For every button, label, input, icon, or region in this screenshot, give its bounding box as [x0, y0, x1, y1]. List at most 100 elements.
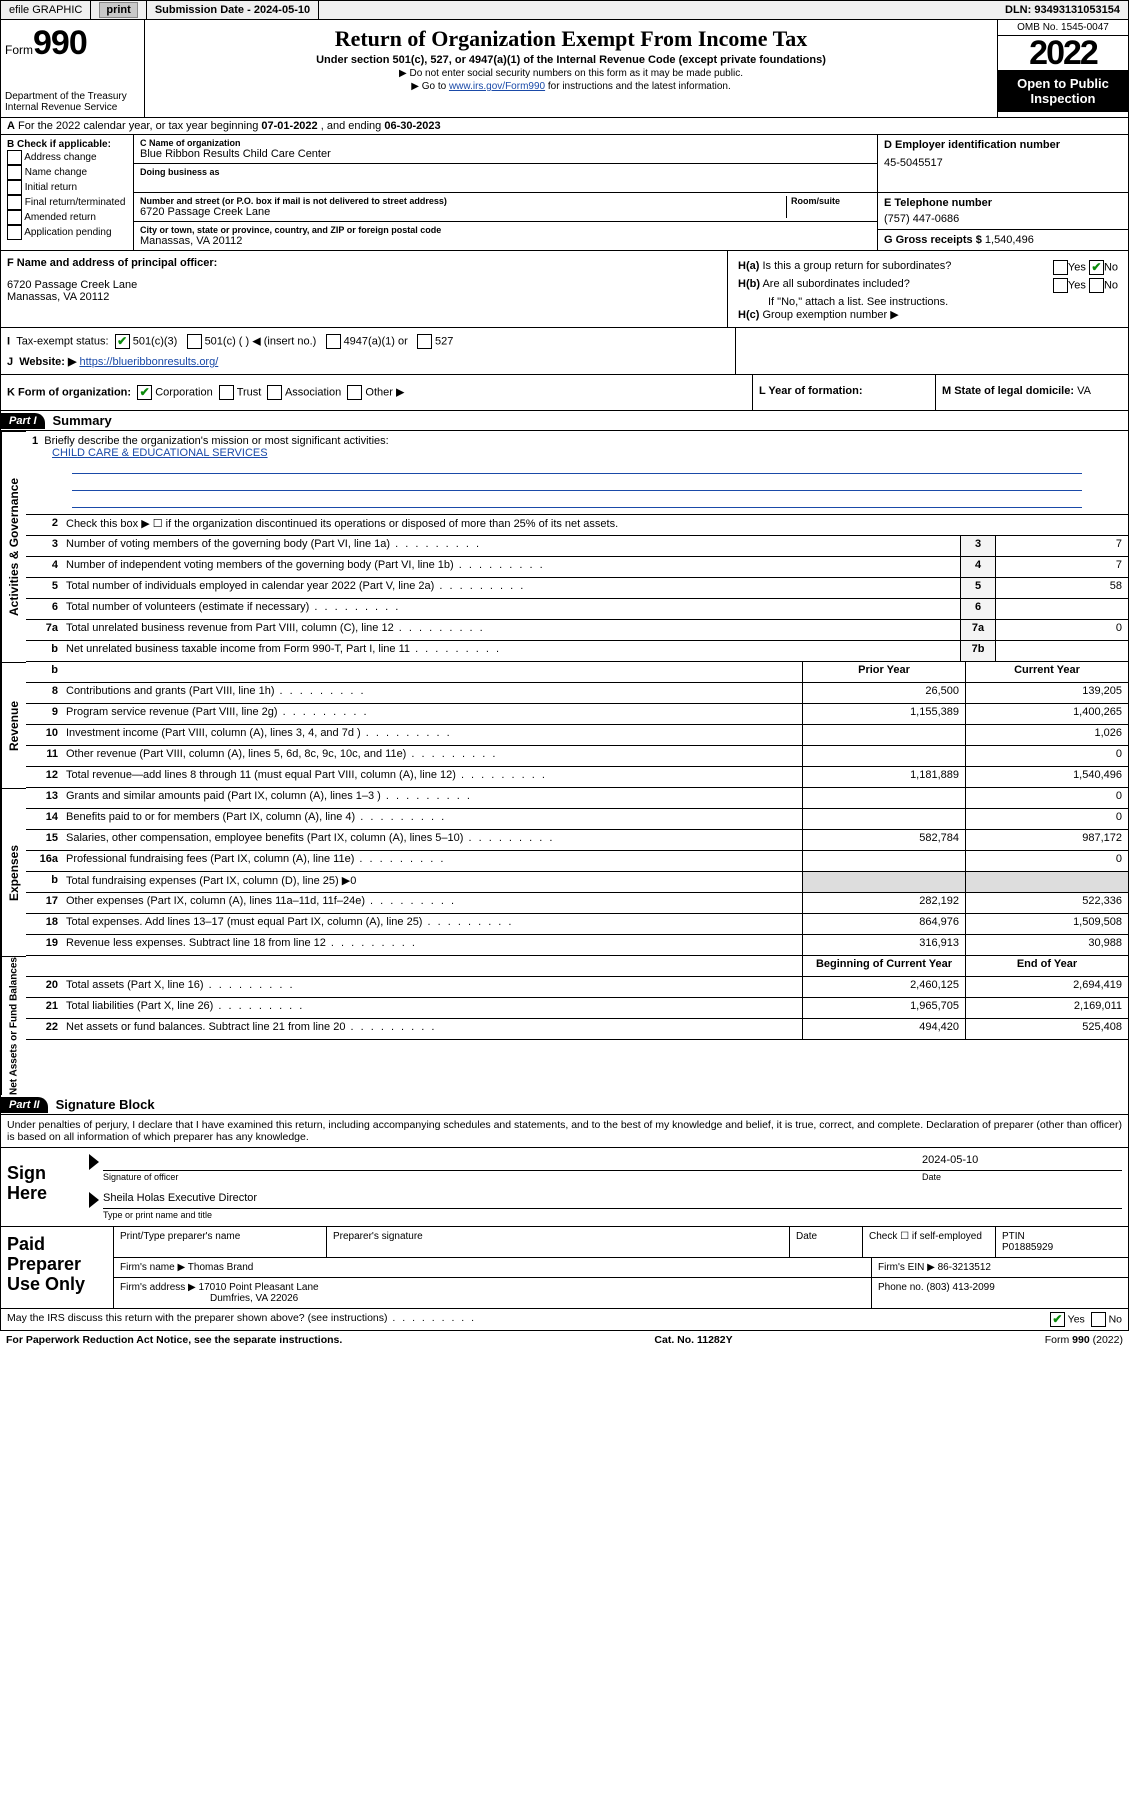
city-label: City or town, state or province, country… [140, 225, 871, 235]
part2-badge: Part II [1, 1097, 48, 1113]
header-left: Form990 Department of the Treasury Inter… [1, 20, 145, 117]
addr-label: Number and street (or P.O. box if mail i… [140, 196, 786, 206]
row-fh: F Name and address of principal officer:… [0, 251, 1129, 328]
table-row: 16aProfessional fundraising fees (Part I… [26, 851, 1128, 872]
section-de: D Employer identification number 45-5045… [877, 135, 1128, 250]
table-row: 10Investment income (Part VIII, column (… [26, 725, 1128, 746]
table-row: 17Other expenses (Part IX, column (A), l… [26, 893, 1128, 914]
sign-here-label: Sign Here [1, 1148, 83, 1226]
table-row: 14Benefits paid to or for members (Part … [26, 809, 1128, 830]
governance-section: Activities & Governance 1 Briefly descri… [0, 431, 1129, 662]
table-row: 12Total revenue—add lines 8 through 11 (… [26, 767, 1128, 788]
open-inspection: Open to Public Inspection [998, 70, 1128, 112]
ssn-note: Do not enter social security numbers on … [155, 68, 987, 79]
b-opt: Initial return [7, 180, 127, 195]
b-opt: Application pending [7, 225, 127, 240]
table-row: bTotal fundraising expenses (Part IX, co… [26, 872, 1128, 893]
website-link[interactable]: https://blueribbonresults.org/ [79, 356, 218, 368]
row-ij: I Tax-exempt status: ✔ 501(c)(3) 501(c) … [0, 328, 1129, 375]
section-h: H(a) Is this a group return for subordin… [728, 251, 1128, 327]
check-icon[interactable]: ✔ [137, 385, 152, 400]
table-row: 20Total assets (Part X, line 16)2,460,12… [26, 977, 1128, 998]
table-row: 18Total expenses. Add lines 13–17 (must … [26, 914, 1128, 935]
form-title: Return of Organization Exempt From Incom… [155, 26, 987, 52]
table-row: 7aTotal unrelated business revenue from … [26, 620, 1128, 641]
mission-text[interactable]: CHILD CARE & EDUCATIONAL SERVICES [52, 447, 268, 459]
revenue-section: Revenue b Prior Year Current Year 8Contr… [0, 662, 1129, 788]
table-row: 21Total liabilities (Part X, line 26)1,9… [26, 998, 1128, 1019]
part2-header: Part II Signature Block [0, 1095, 1129, 1115]
table-row: 9Program service revenue (Part VIII, lin… [26, 704, 1128, 725]
ein-value: 45-5045517 [884, 157, 1122, 169]
table-row: 4Number of independent voting members of… [26, 557, 1128, 578]
room-label: Room/suite [791, 196, 871, 206]
irs-label: Internal Revenue Service [5, 102, 140, 113]
efile-label: efile GRAPHIC [1, 1, 91, 19]
b-label: B Check if applicable: [7, 139, 127, 150]
paid-preparer-block: Paid Preparer Use Only Print/Type prepar… [0, 1227, 1129, 1309]
f-line2: Manassas, VA 20112 [7, 291, 721, 303]
footer-line: For Paperwork Reduction Act Notice, see … [0, 1331, 1129, 1349]
f-label: F Name and address of principal officer: [7, 257, 721, 269]
section-c: C Name of organization Blue Ribbon Resul… [134, 135, 877, 250]
dba-label: Doing business as [140, 167, 871, 177]
arrow-icon [89, 1154, 99, 1170]
table-row: 8Contributions and grants (Part VIII, li… [26, 683, 1128, 704]
b-opt: Amended return [7, 210, 127, 225]
gross-receipts: 1,540,496 [985, 234, 1034, 246]
form-word: Form [5, 43, 33, 57]
table-row: 5Total number of individuals employed in… [26, 578, 1128, 599]
b-opt: Name change [7, 165, 127, 180]
check-icon[interactable]: ✔ [1089, 260, 1104, 275]
b-opt: Final return/terminated [7, 195, 127, 210]
header-right: OMB No. 1545-0047 2022 Open to Public In… [997, 20, 1128, 117]
org-name: Blue Ribbon Results Child Care Center [140, 148, 871, 160]
sign-here-block: Sign Here 2024-05-10 Signature of office… [0, 1148, 1129, 1227]
form-subtitle: Under section 501(c), 527, or 4947(a)(1)… [155, 54, 987, 66]
arrow-icon [89, 1192, 99, 1208]
b-opt: Address change [7, 150, 127, 165]
side-revenue: Revenue [1, 662, 26, 788]
irs-link[interactable]: www.irs.gov/Form990 [449, 81, 545, 92]
print-button[interactable]: print [99, 2, 137, 18]
expenses-section: Expenses 13Grants and similar amounts pa… [0, 788, 1129, 956]
table-row: 3Number of voting members of the governi… [26, 536, 1128, 557]
table-row: 15Salaries, other compensation, employee… [26, 830, 1128, 851]
discuss-row: May the IRS discuss this return with the… [0, 1309, 1129, 1331]
table-row: 6Total number of volunteers (estimate if… [26, 599, 1128, 620]
part1-header: Part I Summary [0, 411, 1129, 431]
part1-title: Summary [45, 411, 120, 430]
side-netassets: Net Assets or Fund Balances [1, 956, 26, 1095]
side-governance: Activities & Governance [1, 431, 26, 662]
netassets-section: Net Assets or Fund Balances Beginning of… [0, 956, 1129, 1095]
form-number: 990 [33, 24, 87, 62]
tax-year: 2022 [998, 36, 1128, 70]
check-icon[interactable]: ✔ [115, 334, 130, 349]
submission-date: Submission Date - 2024-05-10 [147, 1, 319, 19]
d-label: D Employer identification number [884, 139, 1122, 151]
table-row: 13Grants and similar amounts paid (Part … [26, 788, 1128, 809]
table-row: 11Other revenue (Part VIII, column (A), … [26, 746, 1128, 767]
org-address: 6720 Passage Creek Lane [140, 206, 786, 218]
side-expenses: Expenses [1, 788, 26, 956]
declaration-text: Under penalties of perjury, I declare th… [0, 1115, 1129, 1148]
f-line1: 6720 Passage Creek Lane [7, 279, 721, 291]
dln-label: DLN: 93493131053154 [997, 1, 1128, 19]
phone-value: (757) 447-0686 [884, 213, 1122, 225]
part2-title: Signature Block [48, 1095, 163, 1114]
g-label: G Gross receipts $ [884, 234, 982, 246]
table-row: bNet unrelated business taxable income f… [26, 641, 1128, 662]
dept-label: Department of the Treasury [5, 91, 140, 102]
paid-preparer-label: Paid Preparer Use Only [1, 1227, 114, 1308]
row-klm: K Form of organization: ✔ Corporation Tr… [0, 375, 1129, 411]
hb-note: If "No," attach a list. See instructions… [738, 296, 1118, 308]
header-middle: Return of Organization Exempt From Incom… [145, 20, 997, 117]
goto-note: Go to www.irs.gov/Form990 for instructio… [155, 81, 987, 92]
top-toolbar: efile GRAPHIC print Submission Date - 20… [0, 0, 1129, 20]
e-label: E Telephone number [884, 197, 1122, 209]
row-a-tax-year: A For the 2022 calendar year, or tax yea… [0, 118, 1129, 135]
check-icon[interactable]: ✔ [1050, 1312, 1065, 1327]
section-b: B Check if applicable: Address change Na… [1, 135, 134, 250]
form-header: Form990 Department of the Treasury Inter… [0, 20, 1129, 118]
part1-badge: Part I [1, 413, 45, 429]
